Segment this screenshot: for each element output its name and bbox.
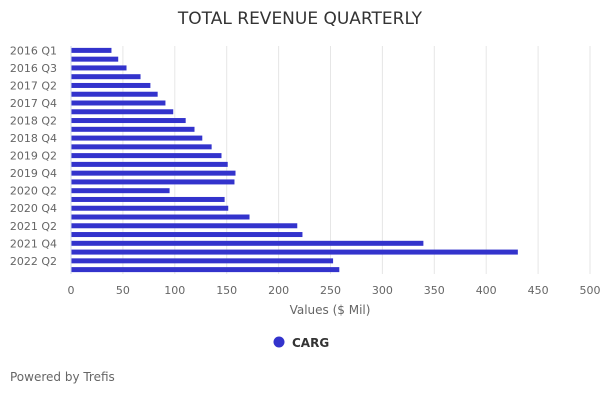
bar bbox=[71, 188, 170, 194]
bar bbox=[71, 74, 141, 80]
bar bbox=[71, 223, 298, 229]
legend-marker-icon bbox=[273, 336, 285, 348]
bar bbox=[71, 144, 212, 150]
bar bbox=[71, 258, 334, 264]
bar bbox=[71, 135, 203, 141]
x-tick-label: 500 bbox=[580, 284, 600, 297]
bar bbox=[71, 232, 303, 238]
bar bbox=[71, 65, 127, 71]
x-axis-title: Values ($ Mil) bbox=[290, 303, 371, 317]
bar bbox=[71, 214, 250, 220]
y-category-label: 2018 Q4 bbox=[10, 132, 57, 145]
bar bbox=[71, 179, 235, 185]
y-category-label: 2016 Q1 bbox=[10, 44, 57, 57]
x-tick-label: 100 bbox=[164, 284, 185, 297]
bar bbox=[71, 240, 424, 246]
y-category-label: 2020 Q2 bbox=[10, 185, 57, 198]
bar bbox=[71, 153, 222, 159]
bar bbox=[71, 47, 112, 53]
y-category-label: 2021 Q2 bbox=[10, 220, 57, 233]
x-tick-label: 450 bbox=[528, 284, 549, 297]
bar bbox=[71, 161, 228, 167]
y-category-label: 2022 Q2 bbox=[10, 255, 57, 268]
y-category-label: 2021 Q4 bbox=[10, 237, 57, 250]
bar bbox=[71, 205, 229, 211]
y-category-label: 2019 Q2 bbox=[10, 150, 57, 163]
bar bbox=[71, 118, 186, 124]
y-category-label: 2018 Q2 bbox=[10, 115, 57, 128]
y-category-label: 2017 Q4 bbox=[10, 97, 57, 110]
y-category-label: 2017 Q2 bbox=[10, 79, 57, 92]
powered-by-credit[interactable]: Powered by Trefis bbox=[10, 370, 115, 384]
bar bbox=[71, 267, 340, 273]
x-tick-label: 50 bbox=[116, 284, 130, 297]
bar bbox=[71, 100, 166, 106]
bar bbox=[71, 91, 158, 97]
y-category-label: 2016 Q3 bbox=[10, 62, 57, 75]
x-tick-label: 400 bbox=[476, 284, 497, 297]
bar bbox=[71, 196, 225, 202]
chart-title: TOTAL REVENUE QUARTERLY bbox=[177, 9, 423, 29]
bar bbox=[71, 126, 195, 132]
bar bbox=[71, 109, 174, 115]
y-category-label: 2019 Q4 bbox=[10, 167, 57, 180]
bar bbox=[71, 56, 119, 62]
x-tick-label: 250 bbox=[320, 284, 341, 297]
bar bbox=[71, 249, 518, 255]
bar bbox=[71, 170, 236, 176]
x-tick-label: 300 bbox=[372, 284, 393, 297]
x-tick-label: 0 bbox=[68, 284, 75, 297]
x-tick-label: 150 bbox=[216, 284, 237, 297]
bar bbox=[71, 82, 151, 88]
y-category-label: 2020 Q4 bbox=[10, 202, 57, 215]
x-tick-label: 350 bbox=[424, 284, 445, 297]
legend-item-carg[interactable]: CARG bbox=[292, 336, 329, 350]
x-tick-label: 200 bbox=[268, 284, 289, 297]
